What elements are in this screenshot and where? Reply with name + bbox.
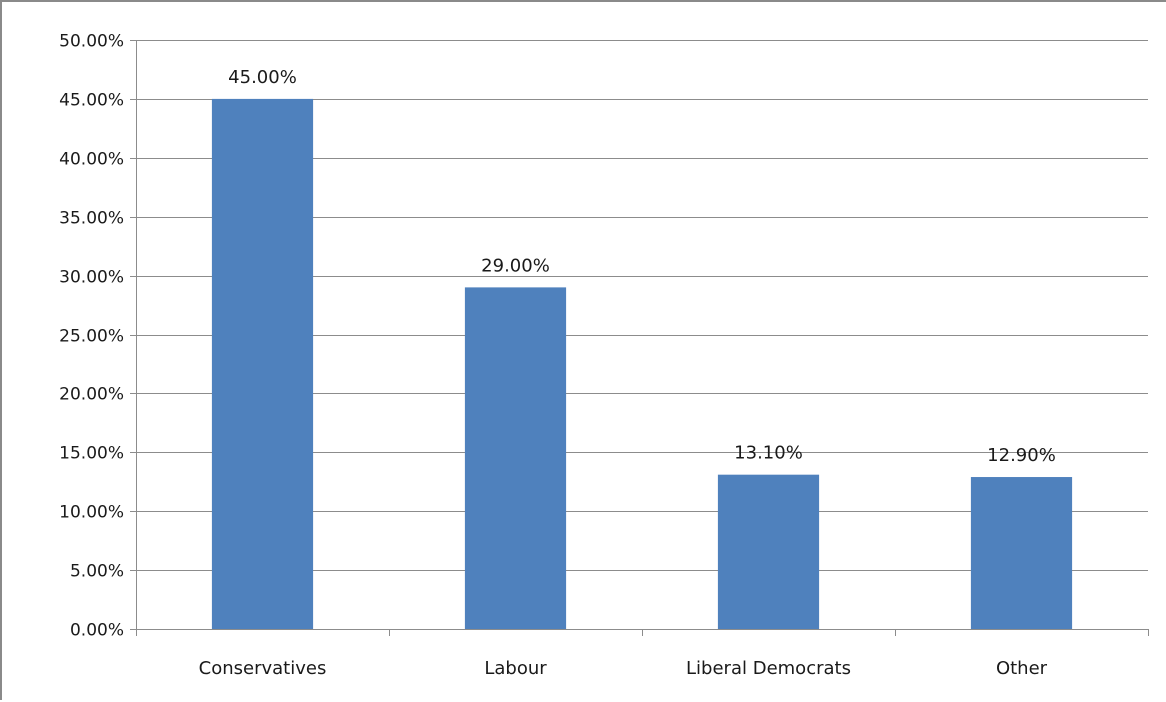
y-tick-label: 40.00%	[59, 150, 124, 170]
bars	[211, 98, 1073, 629]
data-label: 12.90%	[987, 445, 1056, 466]
data-label: 45.00%	[228, 67, 297, 88]
bar-labour	[464, 287, 567, 629]
y-tick-label: 10.00%	[59, 503, 124, 523]
axes	[130, 40, 1149, 636]
y-tick-label: 15.00%	[59, 444, 124, 464]
data-label: 13.10%	[734, 443, 803, 464]
category-label: Labour	[484, 658, 547, 679]
y-tick-label: 50.00%	[59, 32, 124, 52]
y-tick-label: 25.00%	[59, 327, 124, 347]
y-tick-label: 5.00%	[70, 562, 124, 582]
bar-liberal-democrats	[717, 474, 820, 629]
y-tick-label: 30.00%	[59, 268, 124, 288]
y-tick-label: 0.00%	[70, 621, 124, 641]
category-label: Other	[996, 658, 1048, 679]
data-label: 29.00%	[481, 255, 550, 276]
category-label: Conservatives	[199, 658, 327, 679]
labels: 0.00% 5.00% 10.00% 15.00% 20.00% 25.00% 30.00%…	[59, 32, 1056, 680]
y-tick-label: 35.00%	[59, 209, 124, 229]
bar-conservatives	[211, 98, 314, 629]
bar-other	[970, 477, 1073, 629]
y-tick-label: 20.00%	[59, 385, 124, 405]
category-label: Liberal Democrats	[686, 658, 851, 679]
y-tick-label: 45.00%	[59, 91, 124, 111]
